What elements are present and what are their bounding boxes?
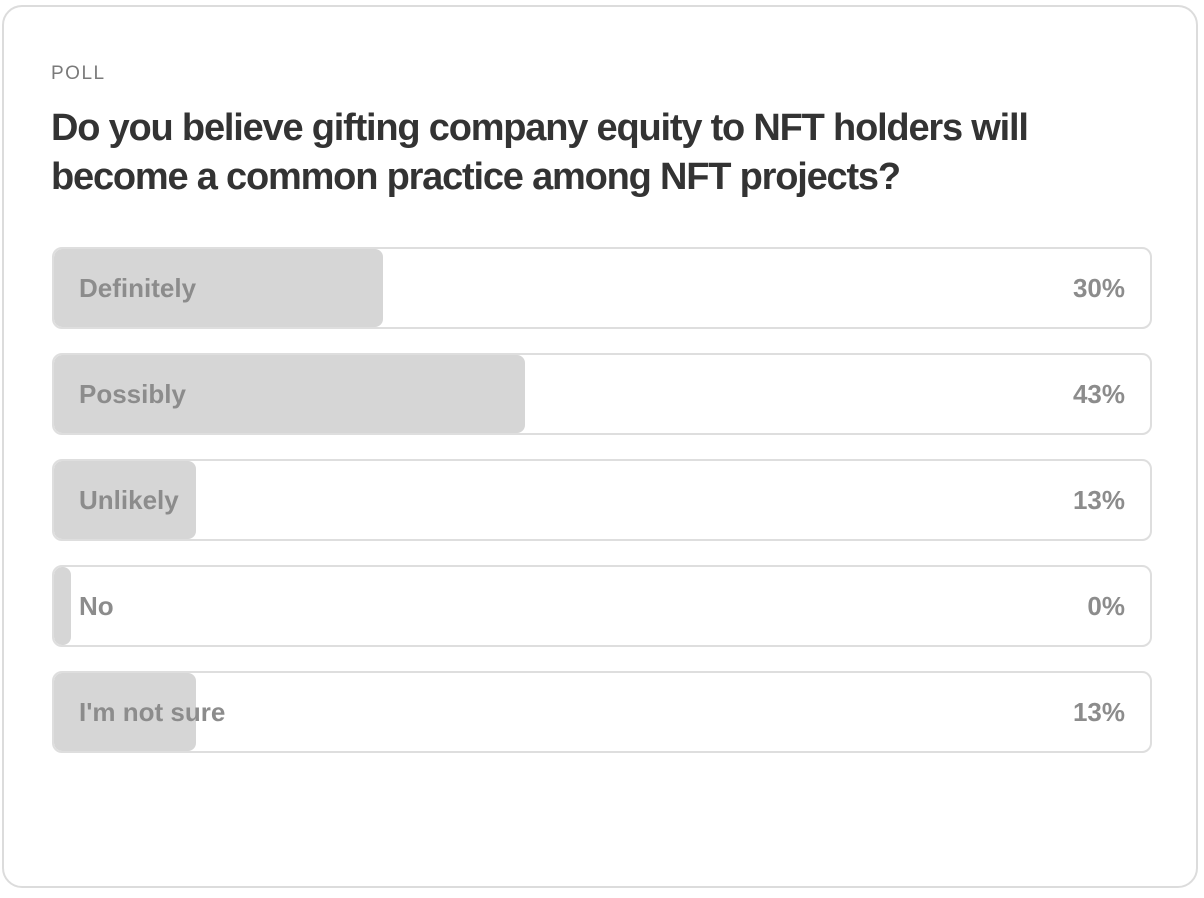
poll-option-not-sure[interactable]: I'm not sure 13% (52, 671, 1152, 753)
poll-option-label: Possibly (79, 379, 186, 409)
poll-option-percent: 43% (1072, 379, 1125, 409)
poll-option-fill (54, 355, 525, 433)
poll-option-percent: 13% (1072, 697, 1125, 727)
poll-option-label: Unlikely (79, 485, 179, 515)
poll-option-possibly[interactable]: Possibly 43% (52, 353, 1152, 435)
poll-option-fill (54, 567, 71, 645)
poll-option-label: No (79, 591, 114, 621)
poll-option-no[interactable]: No 0% (52, 565, 1152, 647)
poll-option-unlikely[interactable]: Unlikely 13% (52, 459, 1152, 541)
poll-option-label: Definitely (79, 273, 197, 303)
poll-option-percent: 30% (1072, 273, 1125, 303)
poll-option-fill (54, 673, 196, 751)
poll-option-fill (54, 461, 196, 539)
poll-question: Do you believe gifting company equity to… (51, 107, 1029, 198)
poll-option-percent: 13% (1072, 485, 1125, 515)
poll-option-label: I'm not sure (79, 697, 226, 727)
poll-option-definitely[interactable]: Definitely 30% (52, 247, 1152, 329)
poll-option-percent: 0% (1087, 591, 1125, 621)
poll-option-fill (54, 249, 383, 327)
poll-label: POLL (51, 63, 106, 84)
